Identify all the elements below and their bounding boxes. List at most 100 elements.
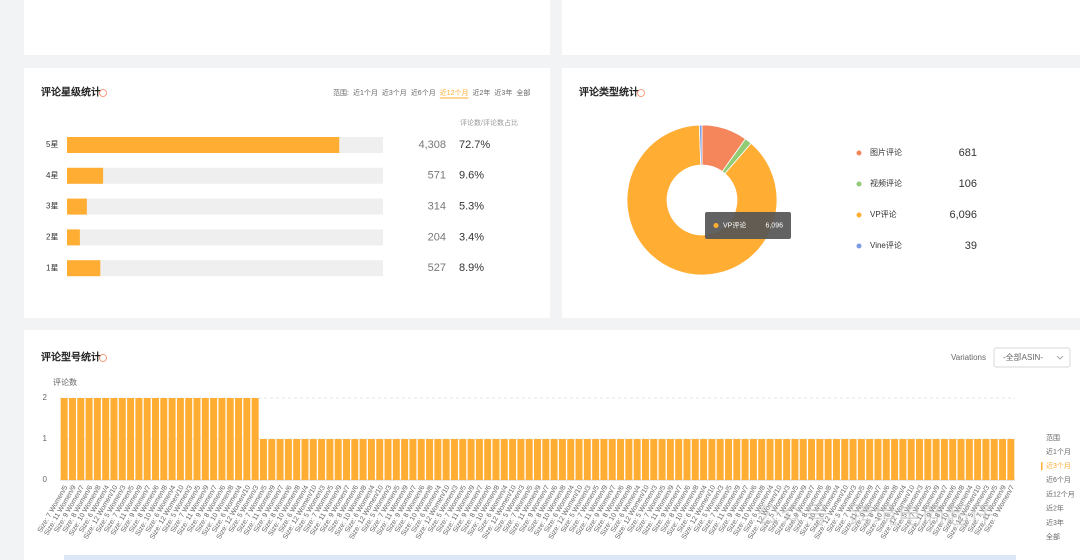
range-option[interactable]: 近1个月 [1046,447,1071,456]
share-label: 9.6% [459,170,484,182]
bar [118,398,126,480]
bar [417,439,425,480]
range-option[interactable]: 近3年 [1046,518,1064,527]
bar [841,439,849,480]
bar [832,439,840,480]
bar [376,439,384,480]
bar [251,398,259,480]
range-marker [1041,462,1043,471]
bar [650,439,658,480]
bar [965,439,973,480]
range-option[interactable]: 近3年 [494,88,512,97]
bar [799,439,807,480]
y-tick-label: 1 [43,434,48,443]
bar [916,439,923,480]
bar [318,439,326,480]
range-option[interactable]: 近6个月 [1046,475,1071,484]
range-option[interactable]: 近3个月 [382,88,407,97]
variations-value: -全部ASIN- [1003,352,1043,362]
scrollbar[interactable] [64,555,1016,560]
range-option[interactable]: 全部 [1046,532,1060,541]
value-label: 314 [428,201,446,213]
bar [284,439,292,480]
bar [592,439,600,480]
bar [625,439,633,480]
bar [749,439,757,480]
row-label: 4星 [46,171,58,180]
bar-track [67,198,383,215]
value-label: 4,308 [418,139,446,151]
bar-track [67,229,383,246]
legend-value: 106 [959,178,977,190]
bar [816,439,824,480]
bar [766,439,774,480]
bar [708,439,716,480]
bar [259,439,267,480]
range-label: 范围: [333,88,349,97]
range-option[interactable]: 近1个月 [353,88,378,97]
bar [85,398,93,480]
bar [999,439,1007,480]
dropdown-arrow [1056,355,1064,360]
bar [351,439,359,480]
bar [268,439,276,480]
range-option[interactable]: 近12个月 [440,88,469,97]
bar [475,439,483,480]
range-option[interactable]: 近2年 [473,88,491,97]
bar [168,398,176,480]
y-tick-label: 2 [43,393,48,402]
bar [974,439,982,480]
bar [135,398,143,480]
bar [716,439,724,480]
help-icon[interactable] [637,89,645,97]
bar [866,439,874,480]
share-label: 5.3% [459,201,484,213]
bar-track [67,260,383,277]
bar [67,167,104,184]
row-label: 2星 [46,233,58,242]
legend-dot [856,243,862,249]
bar [426,439,434,480]
bar [450,439,458,480]
variations-select[interactable] [993,347,1071,368]
bar [534,439,541,480]
share-label: 72.7% [459,139,490,151]
bar [102,398,110,480]
bar [857,439,865,480]
bar [791,439,799,480]
bar [93,398,101,480]
bar [326,439,334,480]
bar [235,398,243,480]
bar [633,439,641,480]
bar [957,439,965,480]
bar [392,439,400,480]
bar [67,229,80,246]
value-label: 571 [428,170,446,182]
bar [700,439,708,480]
bar [67,260,101,277]
row-label: 1星 [46,263,58,272]
bar [276,439,284,480]
bar [932,439,940,480]
bar [733,439,741,480]
bar [60,398,68,480]
value-label: 204 [428,231,446,243]
bar [218,398,226,480]
help-icon[interactable] [99,354,107,362]
range-option[interactable]: 近12个月 [1046,489,1075,498]
bar [567,439,575,480]
bar [509,439,517,480]
range-option[interactable]: 近6个月 [411,88,436,97]
bar [201,398,209,480]
bar [774,439,782,480]
range-option[interactable]: 近2年 [1046,504,1064,513]
bar [608,439,616,480]
range-option[interactable]: 全部 [516,88,530,97]
help-icon[interactable] [99,89,107,97]
panel-title: 评论型号统计 [41,351,101,364]
bar [434,439,442,480]
range-option[interactable]: 近3个月 [1046,461,1071,470]
bar [758,439,766,480]
bar [467,439,475,480]
bar [990,439,998,480]
